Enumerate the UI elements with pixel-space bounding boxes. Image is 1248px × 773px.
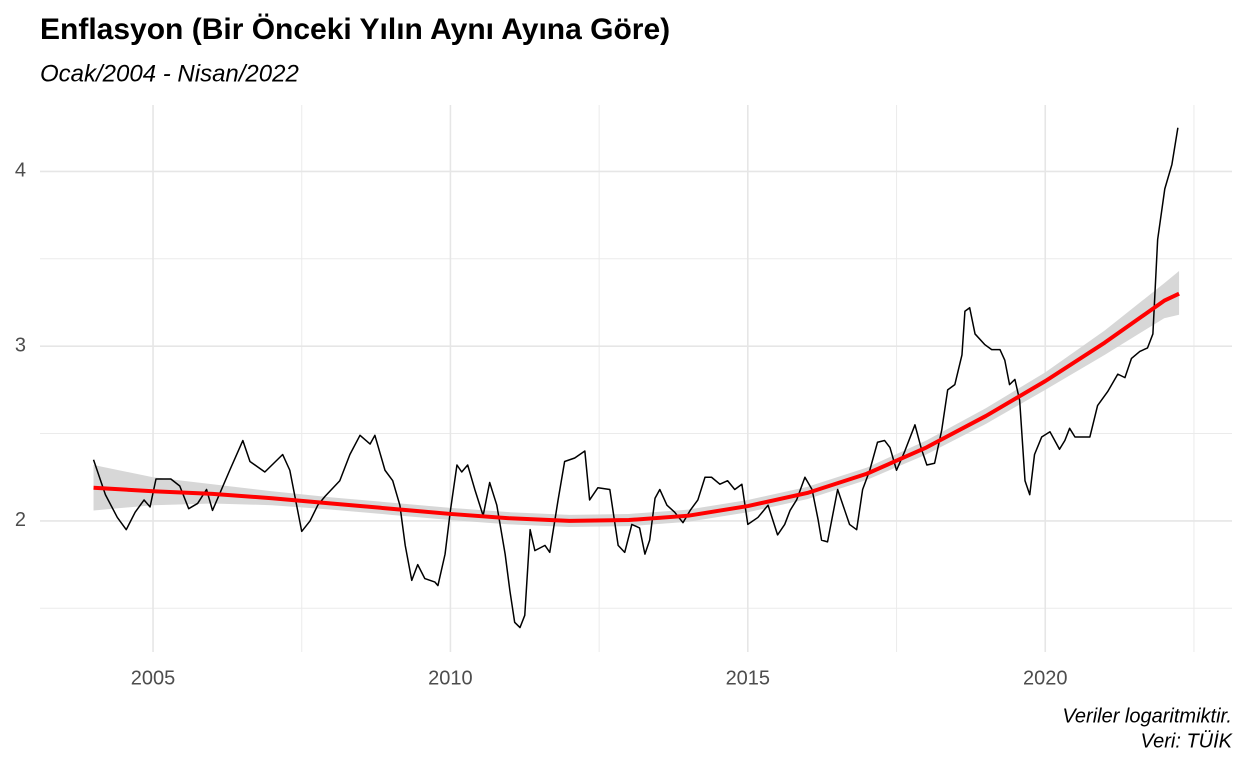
plot-area: 2 3 4 2005 2010 2015 2020 [15,105,1232,689]
chart-title: Enflasyon (Bir Önceki Yılın Aynı Ayına G… [40,13,670,46]
data-line [92,127,1179,629]
y-tick-label: 3 [15,334,26,356]
x-tick-label: 2010 [428,667,473,689]
caption: Veriler logaritmiktir. [1062,705,1232,727]
y-tick-label: 2 [15,509,26,531]
caption: Veri: TÜİK [1141,730,1234,752]
smooth-line [93,291,1180,523]
chart-subtitle: Ocak/2004 - Nisan/2022 [40,60,299,87]
x-tick-label: 2015 [726,667,771,689]
x-tick-label: 2020 [1023,667,1068,689]
y-tick-label: 4 [15,160,26,182]
confidence-band [93,271,1180,528]
x-tick-label: 2005 [131,667,176,689]
